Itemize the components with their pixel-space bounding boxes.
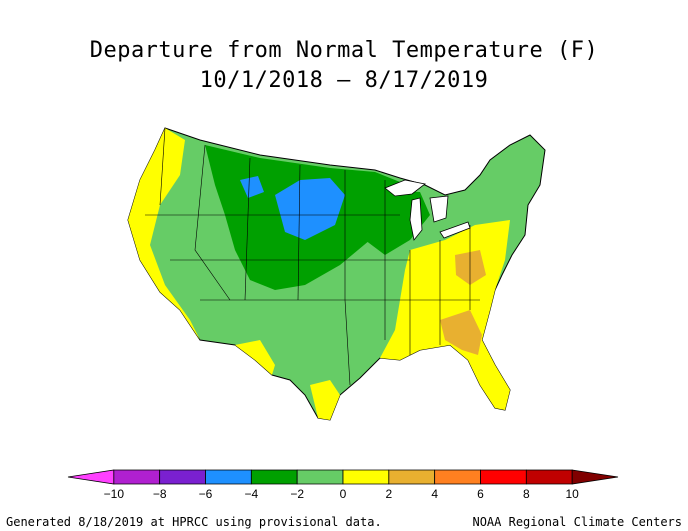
colorbar-segment	[571, 469, 619, 485]
colorbar-tick-label: −6	[198, 487, 213, 501]
colorbar-segment	[250, 469, 298, 485]
colorbar-segment	[205, 469, 252, 485]
lake-superior	[384, 179, 426, 197]
colorbar-tick-label: 4	[431, 487, 438, 501]
source-note: NOAA Regional Climate Centers	[472, 515, 682, 529]
colorbar-segment	[113, 469, 161, 485]
colorbar-tick-label: −10	[103, 487, 125, 501]
region-orange-southeast	[440, 310, 482, 355]
colorbar-segment	[525, 469, 573, 485]
colorbar-segment	[342, 469, 390, 485]
generated-note: Generated 8/18/2019 at HPRCC using provi…	[6, 515, 382, 529]
region-yellow-texas	[310, 380, 340, 420]
map-date-range: 10/1/2018 – 8/17/2019	[199, 68, 489, 93]
region-blue-small	[240, 176, 264, 198]
colorbar-segment	[388, 469, 436, 485]
colorbar-tick-label: 10	[565, 487, 579, 501]
region-yellow-southwest	[235, 340, 275, 375]
lake-huron	[429, 195, 449, 223]
colorbar-segment	[67, 469, 115, 485]
colorbar-segment	[480, 469, 527, 485]
colorbar-segment	[296, 469, 344, 485]
lake-michigan	[409, 197, 423, 241]
map-title: Departure from Normal Temperature (F)	[89, 38, 599, 63]
region-orange-midatlantic	[455, 250, 486, 285]
region-yellow-west	[128, 128, 200, 340]
colorbar-tick-label: 8	[522, 487, 530, 501]
state-boundaries	[145, 127, 480, 386]
colorbar-tick-label: −2	[290, 487, 304, 501]
colorbar-tick-label: −8	[152, 487, 167, 501]
colorbar-tick-label: 6	[477, 487, 484, 501]
colorbar-tick-label: 0	[339, 487, 347, 501]
colorbar-tick-label: 2	[385, 487, 393, 501]
colorbar-segment	[159, 469, 206, 485]
region-blue-north	[275, 178, 345, 240]
colorbar-tick-label: −4	[244, 487, 259, 501]
colorbar-segment	[434, 469, 481, 485]
